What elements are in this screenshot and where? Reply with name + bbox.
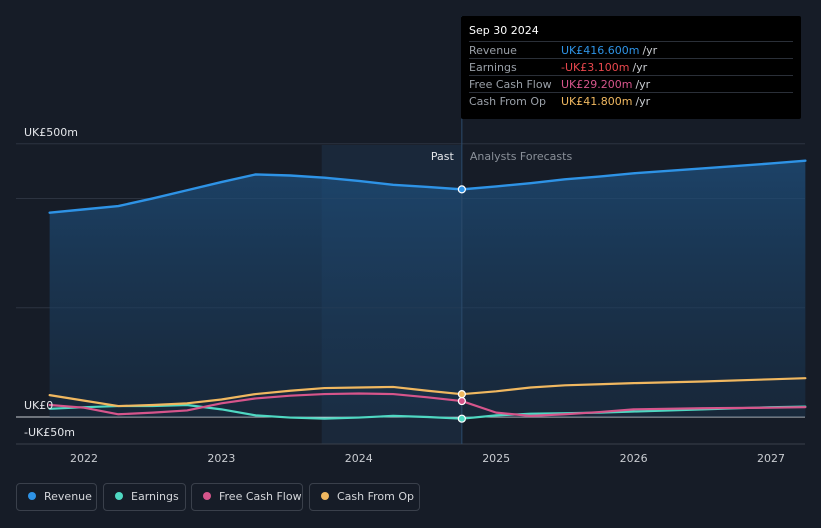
x-tick-label: 2025 [482, 452, 510, 465]
tooltip-unit: /yr [635, 95, 651, 108]
cash-from-op-dot-icon [321, 492, 329, 500]
tooltip-unit: /yr [635, 78, 651, 91]
marker-free-cash-flow [457, 396, 466, 406]
marker-revenue [457, 185, 466, 194]
legend-item-revenue[interactable]: Revenue [16, 483, 97, 511]
tooltip-row-revenue: Revenue UK£416.600m/yr [469, 41, 793, 59]
legend-item-cash-from-op[interactable]: Cash From Op [309, 483, 420, 511]
earnings-dot-icon [115, 492, 123, 500]
legend-item-earnings[interactable]: Earnings [103, 483, 186, 511]
tooltip-value-earnings: -UK£3.100m [561, 61, 630, 74]
tooltip-row-earnings: Earnings -UK£3.100m/yr [469, 58, 793, 76]
series-line-cash-from-op [48, 377, 807, 408]
legend-item-free-cash-flow[interactable]: Free Cash Flow [191, 483, 303, 511]
tooltip-value: UK£41.800m/yr [561, 95, 650, 108]
tooltip-value-cash-from-op: UK£41.800m [561, 95, 633, 108]
y-axis-label-bottom: -UK£50m [24, 426, 75, 439]
x-tick-label: 2022 [70, 452, 98, 465]
tooltip: Sep 30 2024 Revenue UK£416.600m/yr Earni… [461, 16, 801, 119]
y-axis-label-top: UK£500m [24, 126, 78, 139]
tooltip-unit: /yr [632, 61, 648, 74]
tooltip-date: Sep 30 2024 [469, 24, 539, 37]
marker-cash-from-op [457, 390, 466, 399]
y-axis-label-zero: UK£0 [24, 399, 53, 412]
tooltip-row-free-cash-flow: Free Cash Flow UK£29.200m/yr [469, 75, 793, 93]
series-line-revenue [48, 159, 807, 214]
legend-label: Earnings [131, 490, 179, 503]
legend-label: Free Cash Flow [219, 490, 302, 503]
forecast-label: Analysts Forecasts [470, 150, 573, 163]
series-line-earnings [48, 403, 807, 420]
tooltip-unit: /yr [642, 44, 658, 57]
past-label: Past [431, 150, 455, 163]
marker-earnings [457, 414, 466, 423]
x-tick-label: 2026 [620, 452, 648, 465]
revenue-dot-icon [28, 492, 36, 500]
tooltip-value-revenue: UK£416.600m [561, 44, 640, 57]
tooltip-value: UK£416.600m/yr [561, 44, 657, 57]
tooltip-value: UK£29.200m/yr [561, 78, 650, 91]
x-tick-label: 2023 [207, 452, 235, 465]
legend-label: Revenue [44, 490, 92, 503]
tooltip-value: -UK£3.100m/yr [561, 61, 647, 74]
series-line-free-cash-flow [48, 392, 807, 418]
tooltip-label: Earnings [469, 61, 517, 74]
tooltip-label: Revenue [469, 44, 517, 57]
tooltip-row-cash-from-op: Cash From Op UK£41.800m/yr [469, 92, 793, 110]
revenue-area [49, 160, 806, 417]
free-cash-flow-dot-icon [203, 492, 211, 500]
legend-label: Cash From Op [337, 490, 415, 503]
x-tick-label: 2024 [345, 452, 373, 465]
tooltip-value-free-cash-flow: UK£29.200m [561, 78, 633, 91]
tooltip-label: Free Cash Flow [469, 78, 552, 91]
x-tick-label: 2027 [757, 452, 785, 465]
tooltip-label: Cash From Op [469, 95, 547, 108]
